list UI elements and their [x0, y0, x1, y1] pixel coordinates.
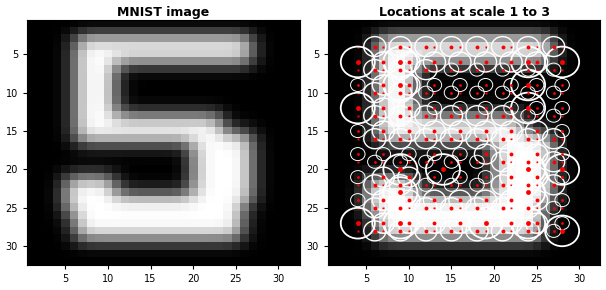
Title: Locations at scale 1 to 3: Locations at scale 1 to 3 — [379, 6, 550, 19]
Title: MNIST image: MNIST image — [117, 6, 210, 19]
